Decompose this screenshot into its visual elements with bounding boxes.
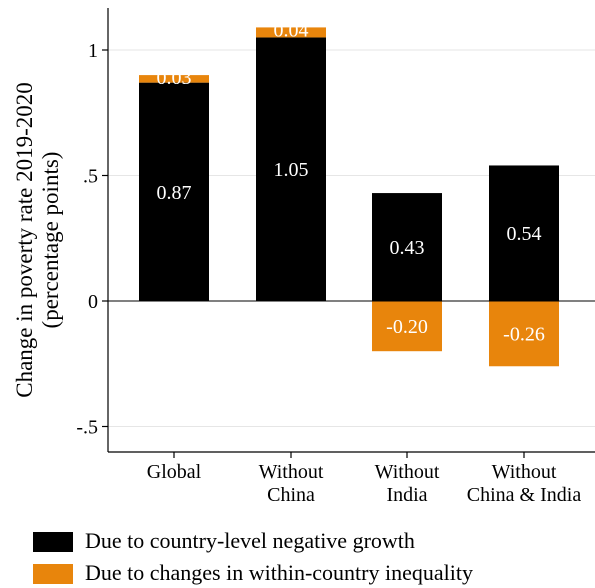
x-tick-label: China & India: [467, 484, 582, 506]
bars: [139, 27, 559, 367]
bar-inequality: [489, 301, 559, 367]
legend-label-inequality: Due to changes in within-country inequal…: [85, 560, 473, 585]
y-tick-label: -.5: [76, 417, 98, 439]
bar-negative-growth: [139, 82, 209, 301]
bar-value-label: 0.03: [157, 67, 192, 89]
bar-value-label: 0.43: [390, 237, 425, 259]
x-tick-label: India: [386, 484, 427, 506]
bar-value-labels: 0.87 0.03 1.05 0.04 0.43 -0.20 0.54 -0.26: [157, 19, 545, 345]
bar-negative-growth: [489, 165, 559, 301]
x-tick-label: China: [267, 484, 315, 506]
bar-inequality: [256, 27, 326, 38]
legend-label-negative-growth: Due to country-level negative growth: [85, 528, 415, 553]
bar-value-label: -0.26: [503, 324, 545, 346]
x-tick-label: Without: [492, 461, 557, 483]
bar-inequality: [139, 75, 209, 83]
legend-swatch-inequality: [33, 564, 73, 584]
bar-negative-growth: [372, 193, 442, 301]
y-tick-label: 1: [88, 40, 98, 62]
bar-value-label: 0.04: [274, 19, 309, 41]
bar-value-label: 1.05: [274, 159, 309, 181]
bar-value-label: 0.54: [507, 223, 542, 245]
x-tick-label: Global: [147, 461, 202, 483]
bar-negative-growth: [256, 37, 326, 301]
bar-value-label: -0.20: [386, 316, 428, 338]
y-axis-title: Change in poverty rate 2019-2020(percent…: [12, 82, 63, 398]
y-axis-title-line: (percentage points): [38, 152, 63, 329]
y-axis-title-line: Change in poverty rate 2019-2020: [12, 82, 37, 398]
x-tick-label: Without: [375, 461, 440, 483]
y-tick-label: .5: [83, 166, 98, 188]
y-tick-label: 0: [88, 291, 98, 313]
x-tick-label: Without: [259, 461, 324, 483]
legend-swatch-negative-growth: [33, 532, 73, 552]
bar-inequality: [372, 301, 442, 352]
bar-value-label: 0.87: [157, 182, 192, 204]
